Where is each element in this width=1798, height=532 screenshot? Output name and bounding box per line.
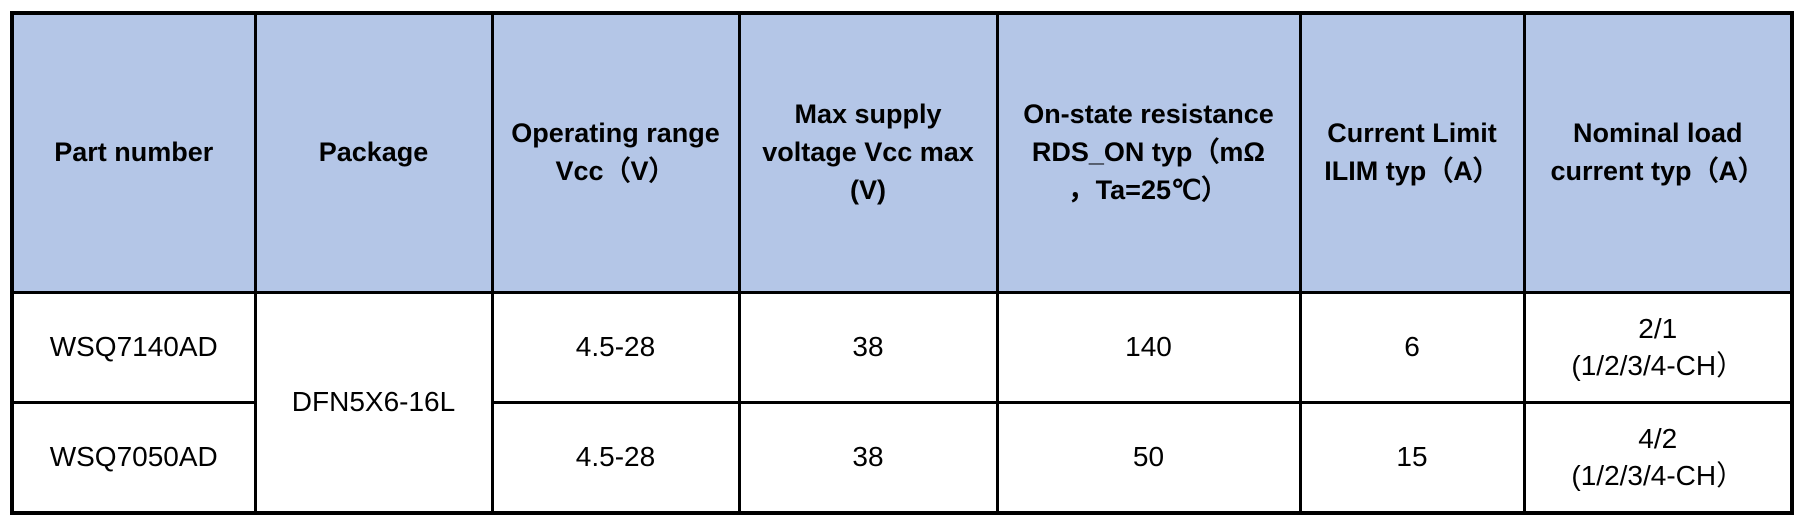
cell-current-limit: 15 — [1298, 401, 1526, 515]
part-selection-table: Part number Package Operating range Vcc（… — [10, 11, 1794, 515]
header-cell-current-limit: Current Limit ILIM typ（A） — [1298, 11, 1526, 294]
cell-operating-range: 4.5-28 — [490, 401, 741, 515]
header-cell-max-supply-voltage: Max supply voltage Vcc max (V) — [737, 11, 999, 294]
cell-current-limit: 6 — [1298, 291, 1526, 404]
header-row: Part number Package Operating range Vcc（… — [10, 11, 1794, 294]
header-cell-package: Package — [253, 11, 494, 294]
table-row-wsq7050ad: WSQ7050AD 4.5-28 38 50 15 4/2 (1/2/3/4-C… — [10, 401, 1794, 515]
cell-rds-on: 50 — [995, 401, 1302, 515]
cell-operating-range: 4.5-28 — [490, 291, 741, 404]
header-cell-part-number: Part number — [10, 11, 257, 294]
cell-max-supply-voltage: 38 — [737, 291, 999, 404]
cell-nominal-load: 2/1 (1/2/3/4-CH） — [1522, 291, 1794, 404]
cell-part-number: WSQ7050AD — [10, 401, 257, 515]
cell-max-supply-voltage: 38 — [737, 401, 999, 515]
header-cell-nominal-load: Nominal load current typ（A） — [1522, 11, 1794, 294]
table-row-wsq7140ad: WSQ7140AD DFN5X6-16L 4.5-28 38 140 6 2/1… — [10, 291, 1794, 515]
cell-nominal-load: 4/2 (1/2/3/4-CH） — [1522, 401, 1794, 515]
cell-part-number: WSQ7140AD — [10, 291, 257, 404]
header-cell-rds-on: On-state resistance RDS_ON typ（mΩ ，Ta=25… — [995, 11, 1302, 294]
header-cell-operating-range: Operating range Vcc（V） — [490, 11, 741, 294]
cell-package-merged: DFN5X6-16L — [253, 291, 494, 515]
cell-rds-on: 140 — [995, 291, 1302, 404]
